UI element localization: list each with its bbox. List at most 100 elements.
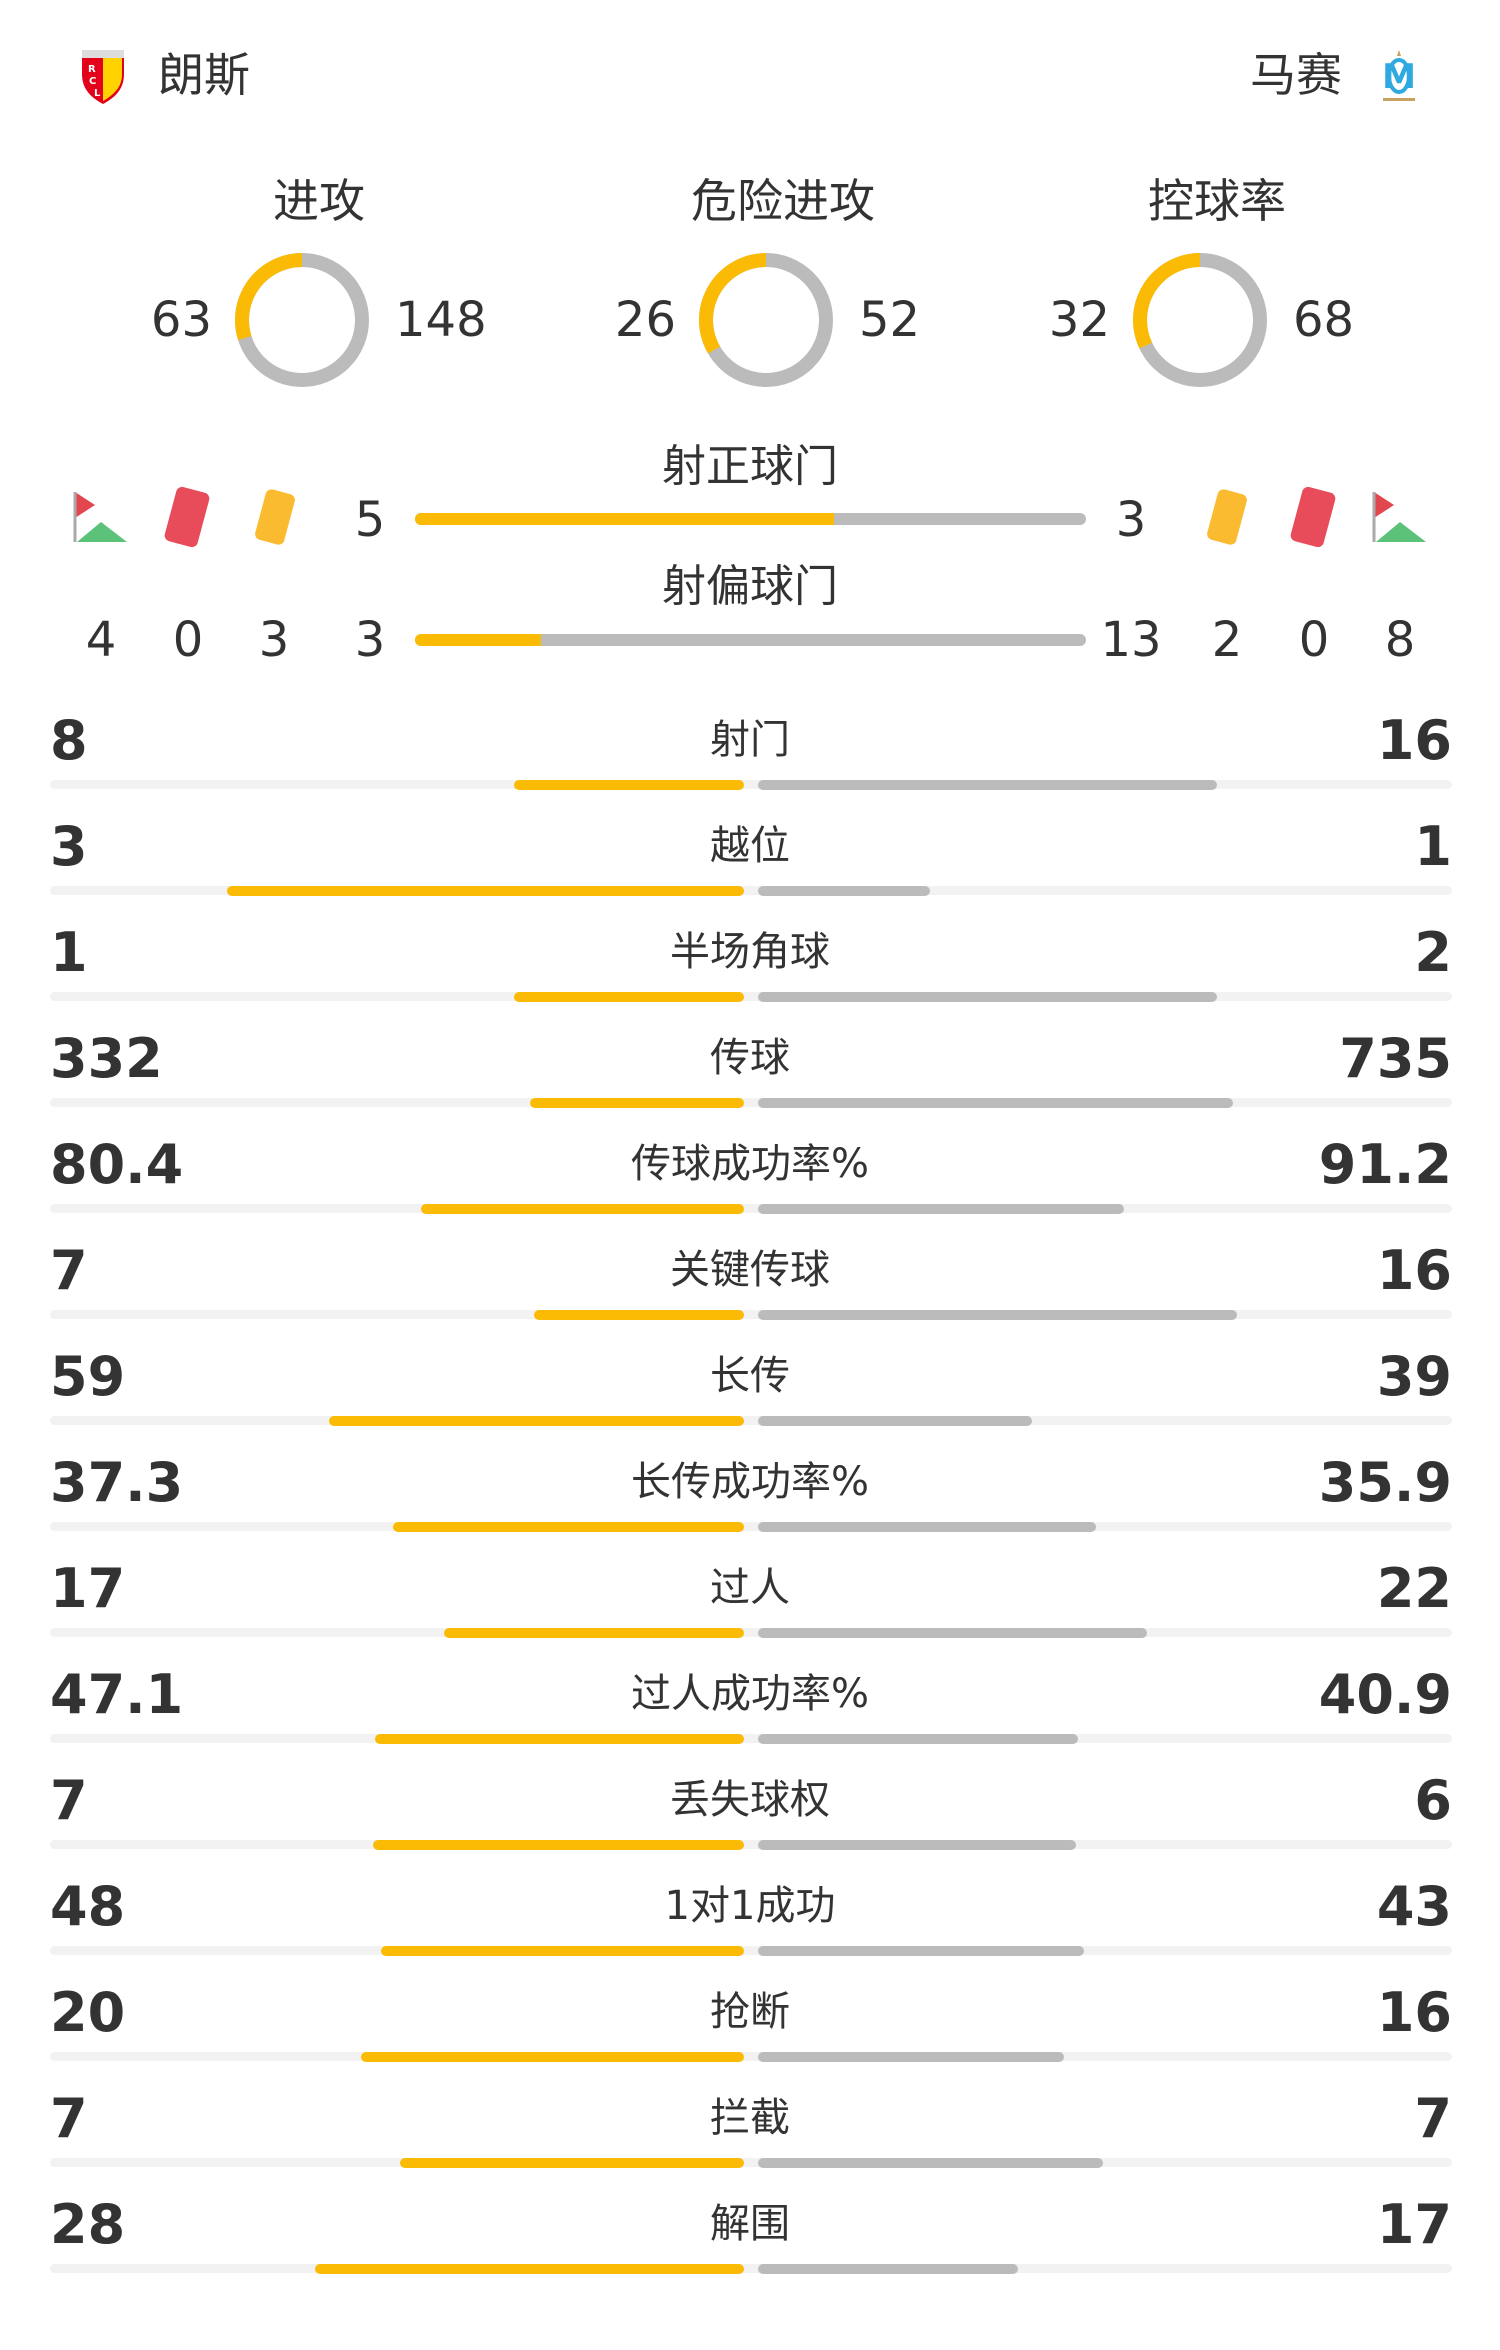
stat-row: 20 抢断 16	[0, 1978, 1500, 2084]
stat-label: 1对1成功	[664, 1883, 836, 1929]
stat-track	[50, 1628, 1452, 1637]
donut-chart	[699, 253, 833, 387]
away-bar	[758, 1416, 1033, 1426]
home-bar	[315, 2264, 744, 2274]
home-bar	[329, 1416, 744, 1426]
shots-off-label: 射偏球门	[662, 561, 838, 612]
shots-off-fill	[415, 634, 541, 646]
stat-track	[50, 992, 1452, 1001]
away-value: 22	[1376, 1557, 1452, 1620]
away-value: 2	[1414, 921, 1452, 984]
home-value: 20	[50, 1981, 126, 2044]
away-bar	[758, 2264, 1019, 2274]
stat-track	[50, 1204, 1452, 1213]
stat-track	[50, 2264, 1452, 2273]
stat-row: 47.1 过人成功率% 40.9	[0, 1660, 1500, 1766]
home-value: 7	[50, 1769, 88, 1832]
home-value: 48	[50, 1875, 126, 1938]
away-bar	[758, 2158, 1103, 2168]
stat-track	[50, 2052, 1452, 2061]
stat-track	[50, 780, 1452, 789]
home-bar	[534, 1310, 744, 1320]
away-value: 39	[1376, 1345, 1452, 1408]
stat-track	[50, 1098, 1452, 1107]
home-value: 1	[50, 921, 88, 984]
shots-off-bar	[415, 634, 1086, 646]
home-shots-on: 5	[354, 492, 386, 548]
donut-away-value: 148	[395, 292, 487, 348]
away-value: 16	[1376, 1981, 1452, 2044]
home-bar	[380, 1946, 744, 1956]
red-card-icon	[164, 486, 210, 548]
corner-flag-icon	[73, 492, 127, 542]
away-value: 91.2	[1318, 1133, 1452, 1196]
home-bar	[361, 2052, 744, 2062]
donut-label: 危险进攻	[691, 174, 875, 228]
home-yellow-cards: 3	[258, 612, 290, 668]
away-value: 16	[1376, 1239, 1452, 1302]
stat-row: 59 长传 39	[0, 1342, 1500, 1448]
donut-away-value: 52	[859, 292, 921, 348]
stat-label: 传球成功率%	[630, 1141, 869, 1187]
stat-label: 过人成功率%	[630, 1671, 869, 1717]
stat-label: 射门	[710, 717, 790, 763]
away-value: 17	[1376, 2193, 1452, 2256]
shots-on-bar	[415, 513, 1086, 525]
home-red-cards: 0	[172, 612, 204, 668]
home-value: 8	[50, 709, 88, 772]
away-bar	[758, 1840, 1076, 1850]
away-bar	[758, 1522, 1096, 1532]
stat-row: 8 射门 16	[0, 706, 1500, 812]
stat-row: 7 拦截 7	[0, 2084, 1500, 2190]
stat-row: 1 半场角球 2	[0, 918, 1500, 1024]
home-value: 47.1	[50, 1663, 184, 1726]
home-bar	[421, 1204, 744, 1214]
away-bar	[758, 1946, 1084, 1956]
donut-home-value: 32	[1048, 292, 1110, 348]
donut-home-arc	[1133, 253, 1267, 387]
home-value: 7	[50, 2087, 88, 2150]
home-bar	[514, 992, 744, 1002]
away-shots-off: 13	[1100, 612, 1162, 668]
stat-label: 拦截	[710, 2095, 790, 2141]
donut-home-arc	[235, 253, 369, 387]
away-bar	[758, 1310, 1238, 1320]
away-logo: M	[1375, 48, 1423, 104]
away-value: 40.9	[1318, 1663, 1452, 1726]
yellow-card-icon	[255, 489, 295, 545]
svg-text:R: R	[88, 64, 96, 75]
stat-label: 越位	[710, 823, 790, 869]
away-corners: 8	[1384, 612, 1416, 668]
away-bar	[758, 1628, 1147, 1638]
stat-row: 28 解围 17	[0, 2190, 1500, 2296]
home-value: 3	[50, 815, 88, 878]
away-bar	[758, 2052, 1065, 2062]
donut-chart	[235, 253, 369, 387]
stat-track	[50, 886, 1452, 895]
away-value: 35.9	[1318, 1451, 1452, 1514]
home-value: 17	[50, 1557, 126, 1620]
stat-label: 长传成功率%	[630, 1459, 869, 1505]
stat-row: 80.4 传球成功率% 91.2	[0, 1130, 1500, 1236]
svg-text:L: L	[94, 88, 101, 99]
stat-track	[50, 1416, 1452, 1425]
stat-label: 长传	[710, 1353, 790, 1399]
donut-chart	[1133, 253, 1267, 387]
home-shots-off: 3	[354, 612, 386, 668]
home-bar	[227, 886, 744, 896]
away-yellow-cards: 2	[1211, 612, 1243, 668]
away-bar	[758, 1734, 1079, 1744]
away-shots-on: 3	[1115, 492, 1147, 548]
home-value: 37.3	[50, 1451, 184, 1514]
away-bar	[758, 780, 1218, 790]
away-bar	[758, 992, 1218, 1002]
yellow-card-icon	[1207, 489, 1247, 545]
donut-home-value: 26	[614, 292, 676, 348]
home-bar	[443, 1628, 744, 1638]
stat-row: 332 传球 735	[0, 1024, 1500, 1130]
stat-row: 3 越位 1	[0, 812, 1500, 918]
stat-track	[50, 2158, 1452, 2167]
stat-label: 抢断	[710, 1989, 790, 2035]
away-value: 43	[1376, 1875, 1452, 1938]
